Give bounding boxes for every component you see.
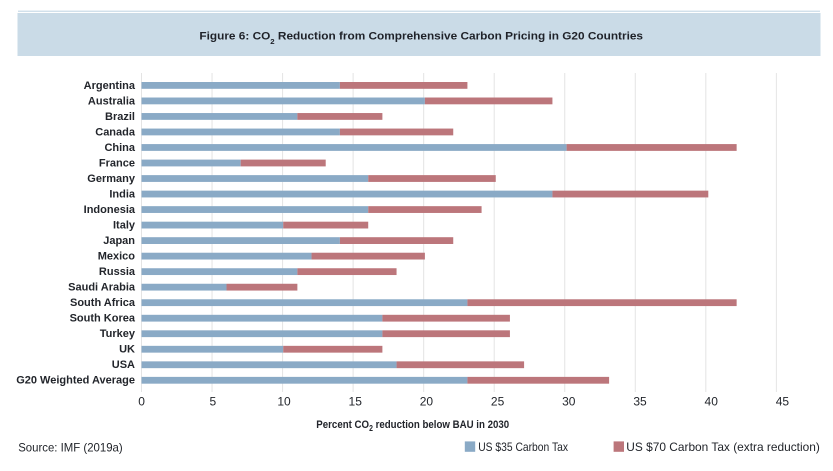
svg-text:South Korea: South Korea <box>70 313 136 325</box>
svg-text:5: 5 <box>209 394 216 408</box>
svg-text:35: 35 <box>633 394 647 408</box>
svg-text:15: 15 <box>349 394 363 408</box>
svg-text:China: China <box>104 142 135 154</box>
svg-text:Australia: Australia <box>88 95 136 107</box>
svg-text:US $70 Carbon Tax (extra reduc: US $70 Carbon Tax (extra reduction) <box>626 440 820 454</box>
svg-text:Source: IMF (2019a): Source: IMF (2019a) <box>18 441 123 455</box>
svg-text:US $35 Carbon Tax: US $35 Carbon Tax <box>478 440 568 454</box>
svg-text:India: India <box>109 188 136 200</box>
svg-text:South Africa: South Africa <box>70 297 136 309</box>
svg-text:20: 20 <box>420 394 434 408</box>
svg-text:Germany: Germany <box>87 173 136 185</box>
svg-text:25: 25 <box>491 394 505 408</box>
svg-text:Mexico: Mexico <box>98 251 136 263</box>
svg-text:UK: UK <box>119 344 135 356</box>
svg-text:Japan: Japan <box>103 235 135 247</box>
svg-text:Indonesia: Indonesia <box>84 204 136 216</box>
svg-text:Italy: Italy <box>113 220 136 232</box>
svg-text:Figure 6: CO2 Reduction from C: Figure 6: CO 2 Reduction from Comprehensi… <box>199 30 643 45</box>
svg-text:45: 45 <box>776 394 790 408</box>
svg-text:Turkey: Turkey <box>100 328 136 340</box>
svg-text:Canada: Canada <box>95 126 136 138</box>
svg-text:Saudi Arabia: Saudi Arabia <box>68 282 136 294</box>
svg-text:Percent CO2 reduction below BA: Percent CO2 reduction below BAU in 2030 <box>316 419 509 433</box>
svg-text:USA: USA <box>112 359 135 371</box>
svg-text:Brazil: Brazil <box>105 111 135 123</box>
svg-text:Russia: Russia <box>99 266 136 278</box>
svg-text:Argentina: Argentina <box>84 80 136 92</box>
svg-text:France: France <box>99 157 135 169</box>
svg-text:40: 40 <box>705 394 719 408</box>
svg-text:30: 30 <box>562 394 576 408</box>
svg-text:0: 0 <box>138 394 145 408</box>
svg-text:G20 Weighted Average: G20 Weighted Average <box>16 375 135 387</box>
svg-text:10: 10 <box>277 394 291 408</box>
